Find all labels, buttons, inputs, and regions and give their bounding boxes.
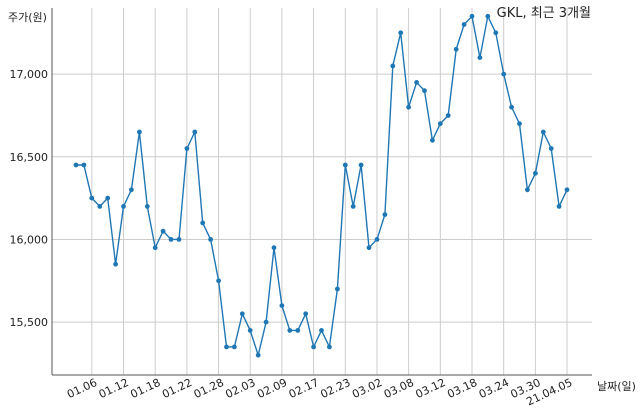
data-point — [517, 121, 522, 127]
x-tick-label: 01.12 — [97, 376, 131, 401]
data-point — [271, 245, 277, 251]
x-tick-labels: 01.0601.1201.1801.2201.2802.0302.0902.17… — [65, 376, 574, 408]
data-point — [398, 30, 404, 36]
data-point — [287, 328, 293, 333]
data-point — [89, 195, 95, 201]
grid-lines — [52, 8, 592, 375]
data-point — [437, 121, 443, 127]
data-point — [358, 162, 364, 168]
data-point — [232, 344, 237, 350]
data-point — [239, 311, 245, 317]
data-point — [311, 344, 316, 350]
data-point — [564, 187, 570, 193]
data-point — [319, 328, 324, 333]
data-point — [113, 261, 118, 267]
x-tick-label: 03.02 — [350, 376, 384, 401]
axes — [51, 8, 592, 376]
data-point — [548, 146, 554, 151]
x-axis-label: 날짜(일) — [597, 379, 636, 393]
x-tick-label: 02.17 — [287, 376, 321, 401]
data-point — [350, 204, 356, 209]
data-point — [168, 237, 174, 242]
data-point — [247, 328, 253, 333]
y-axis-label: 주가(원) — [8, 11, 47, 24]
x-tick-label: 02.23 — [319, 376, 353, 401]
data-point — [192, 129, 198, 135]
data-point — [414, 80, 419, 85]
x-tick-label: 03.08 — [382, 376, 416, 401]
data-point — [556, 204, 562, 209]
data-point — [295, 328, 301, 333]
x-tick-label: 02.03 — [223, 376, 257, 401]
data-point — [509, 104, 514, 110]
data-points — [73, 13, 570, 358]
series-line — [76, 14, 568, 358]
data-point — [176, 237, 182, 242]
data-point — [216, 278, 222, 284]
data-point — [445, 113, 451, 118]
x-tick-label: 03.12 — [414, 376, 448, 401]
data-point — [105, 195, 111, 201]
chart-title: GKL, 최근 3개월 — [497, 6, 591, 21]
data-point — [335, 286, 340, 292]
data-point — [533, 170, 538, 176]
data-point — [121, 204, 126, 209]
data-point — [390, 63, 396, 69]
x-tick-label: 01.22 — [160, 376, 194, 401]
data-point — [477, 55, 483, 60]
data-point — [422, 88, 427, 94]
data-point — [501, 71, 507, 77]
data-point — [327, 344, 332, 350]
data-point — [342, 162, 348, 168]
data-point — [73, 162, 79, 168]
y-tick-label: 16,500 — [10, 151, 49, 164]
data-point — [152, 245, 158, 251]
x-tick-label: 01.18 — [128, 376, 162, 401]
data-point — [279, 303, 285, 308]
data-point — [144, 204, 150, 209]
data-point — [366, 245, 372, 251]
data-point — [540, 129, 546, 135]
data-point — [137, 129, 142, 135]
data-point — [184, 146, 190, 151]
data-point — [485, 13, 491, 19]
data-point — [81, 162, 87, 168]
x-tick-label: 01.06 — [65, 376, 99, 401]
x-tick-label: 01.28 — [192, 376, 226, 401]
data-point — [374, 237, 380, 242]
data-point — [224, 344, 229, 350]
y-tick-labels: 15,500 16,000 16,500 17,000 — [10, 68, 49, 329]
x-tick-label: 02.09 — [255, 376, 289, 401]
data-point — [208, 237, 214, 242]
data-point — [263, 319, 269, 325]
data-point — [255, 352, 261, 358]
data-point — [160, 228, 166, 234]
data-point — [382, 212, 388, 218]
y-tick-label: 17,000 — [10, 68, 49, 81]
data-point — [406, 104, 411, 110]
x-tick-label: 03.24 — [477, 376, 511, 401]
data-point — [469, 13, 475, 19]
data-point — [453, 46, 459, 52]
y-tick-label: 16,000 — [10, 233, 49, 246]
data-point — [200, 220, 206, 226]
data-point — [525, 187, 530, 193]
y-tick-label: 15,500 — [10, 316, 49, 329]
data-point — [97, 204, 103, 209]
data-point — [430, 137, 435, 143]
data-point — [461, 22, 467, 27]
data-point — [303, 311, 309, 317]
data-point — [493, 30, 499, 36]
x-tick-label: 03.18 — [445, 376, 479, 401]
data-point — [129, 187, 134, 193]
